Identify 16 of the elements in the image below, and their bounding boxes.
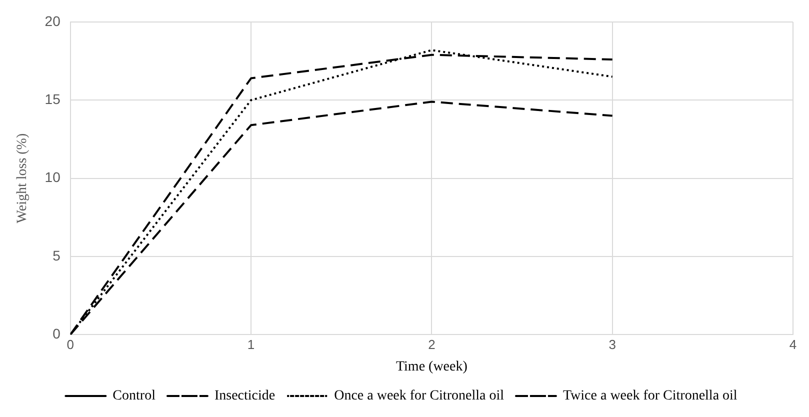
y-tick-label: 5 (52, 247, 61, 264)
y-axis-title: Weight loss (%) (15, 133, 30, 224)
x-tick-label: 1 (247, 336, 255, 352)
x-axis-title: Time (week) (396, 359, 468, 374)
x-tick-label: 3 (608, 336, 616, 352)
legend-label: Twice a week for Citronella oil (562, 388, 738, 404)
x-tick-label: 0 (66, 336, 74, 352)
y-tick-label: 10 (44, 169, 61, 186)
x-tick-label: 4 (789, 336, 797, 352)
y-tick-label: 20 (44, 12, 61, 29)
legend-label: Once a week for Citronella oil (334, 388, 504, 404)
legend-label: Insecticide (214, 388, 276, 404)
y-tick-label: 15 (44, 91, 61, 108)
y-tick-label: 0 (52, 325, 61, 342)
x-tick-label: 2 (428, 336, 436, 352)
legend-label: Control (112, 388, 156, 404)
